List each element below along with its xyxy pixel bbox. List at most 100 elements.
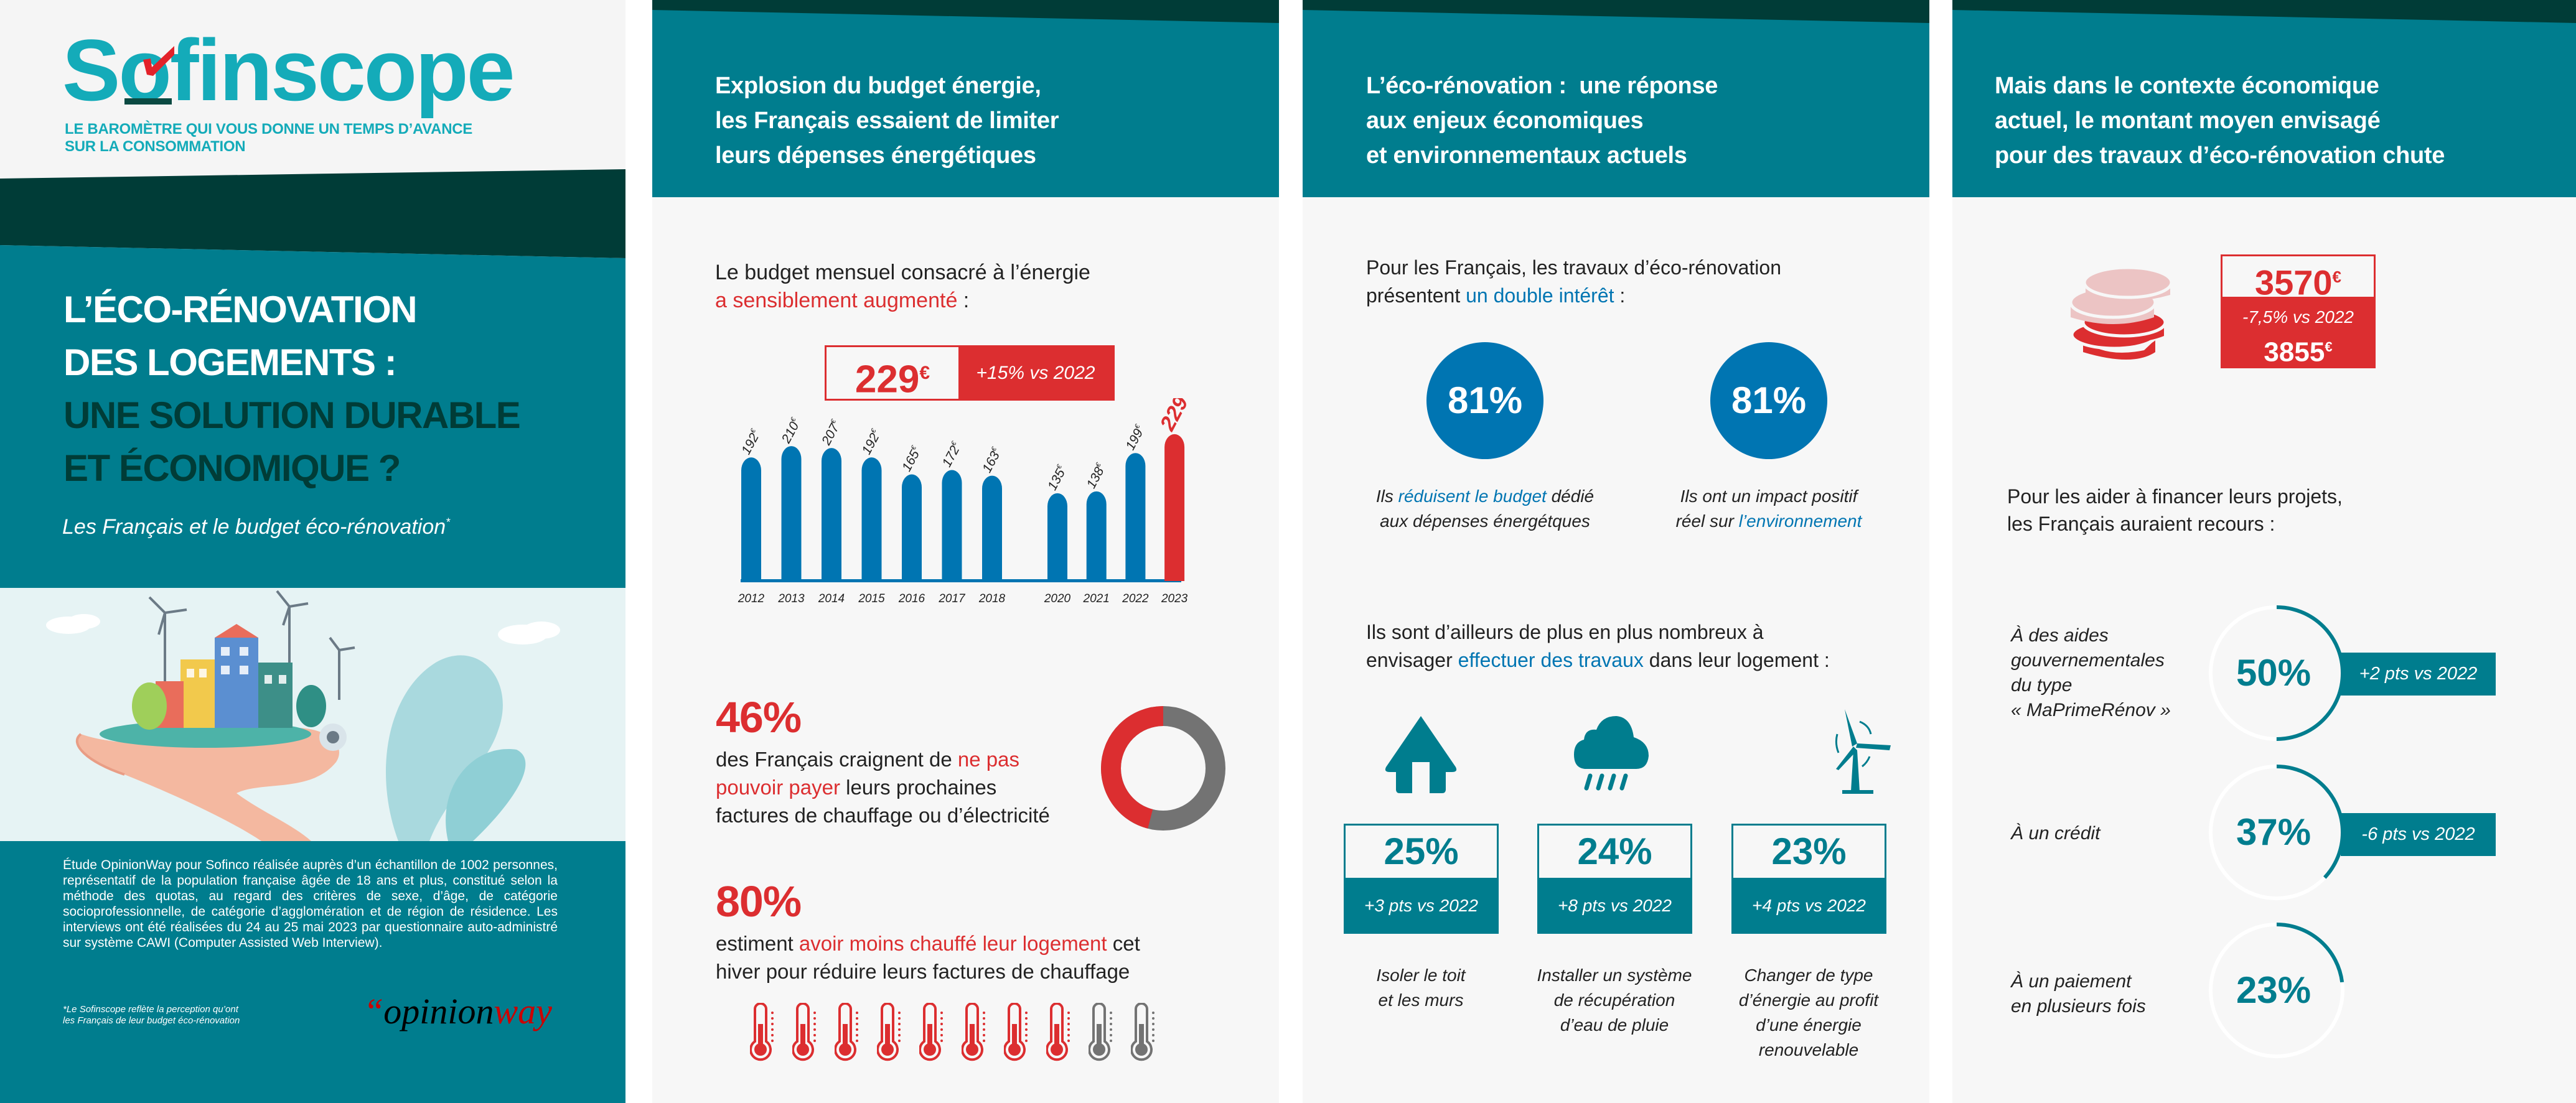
bar-2012 — [741, 457, 761, 581]
bar-value-label: 165€ — [899, 444, 924, 474]
stat-46-value: 46% — [716, 693, 802, 742]
bar-value-label: 172€ — [940, 440, 965, 470]
work-label-rainwater: Installer un système de récupération d’e… — [1537, 966, 1692, 1035]
work-label-insulation: Isoler le toit et les murs — [1376, 966, 1466, 1010]
budget-bar-chart: 2012 192€ 2013 210€ 2014 207€ 2015 192€ 2016 165€… — [738, 398, 1196, 605]
previous-amount-value: 3855 — [2264, 337, 2325, 368]
bar-2018 — [982, 475, 1002, 581]
x-tick-label: 2021 — [1083, 592, 1110, 605]
financing-intro: Pour les aider à financer leurs projets,… — [2007, 485, 2343, 535]
bar-value-label: 207€ — [819, 417, 845, 448]
x-tick-label: 2022 — [1122, 592, 1149, 605]
bar-value-label: 163€ — [980, 445, 1005, 475]
x-tick-label: 2013 — [777, 592, 805, 605]
cover-title: L’ÉCO-RÉNOVATION DES LOGEMENTS : UNE SOL… — [63, 289, 521, 489]
x-tick-label: 2023 — [1161, 592, 1188, 605]
stat-circle-environment: 81% — [1710, 342, 1827, 459]
renovation-amount-panel: Mais dans le contexte économique actuel,… — [1952, 0, 2576, 1103]
circle-caption-environment: Ils ont un impact positif réel sur l’env… — [1675, 486, 1862, 531]
stat-46-description: des Français craignent de ne pas pouvoir… — [716, 748, 1050, 827]
renovation-amount-box: 3570€ -7,5% vs 2022 3855€ — [2221, 254, 2376, 368]
bar-value-label: 138€ — [1084, 461, 1109, 491]
x-tick-label: 2017 — [938, 592, 966, 605]
thermometer-red-icon — [962, 1003, 985, 1061]
x-tick-label: 2016 — [898, 592, 925, 605]
work-stat-rainwater: 24% +8 pts vs 2022 — [1537, 824, 1692, 934]
logo-underline — [124, 98, 172, 105]
bar-value-label: 229€ — [1155, 398, 1196, 435]
bar-2013 — [781, 446, 802, 581]
double-interest-intro: Pour les Français, les travaux d’éco-rén… — [1366, 256, 1781, 307]
bar-2021 — [1086, 491, 1107, 581]
hand-holding-houses-illustration — [46, 590, 560, 841]
x-tick-label: 2020 — [1044, 592, 1071, 605]
eco-renovation-panel: L’éco-rénovation : une réponse aux enjeu… — [1303, 0, 1929, 1103]
thermometer-red-icon — [1046, 1003, 1070, 1061]
works-intro: Ils sont d’ailleurs de plus en plus nomb… — [1366, 621, 1830, 671]
bar-value-label: 199€ — [1123, 422, 1148, 452]
energy-budget-panel: Explosion du budget énergie, les Françai… — [652, 0, 1279, 1103]
stat-circle-budget: 81% — [1426, 342, 1543, 459]
logo-tagline: LE BAROMÈTRE QUI VOUS DONNE UN TEMPS D’A… — [65, 121, 472, 155]
thermometer-red-icon — [1004, 1003, 1028, 1061]
panel-header-background — [652, 0, 1279, 197]
bar-2015 — [861, 457, 882, 581]
bar-2023 — [1164, 434, 1185, 581]
financing-delta-credit: -6 pts vs 2022 — [2341, 813, 2496, 856]
work-stat-insulation: 25% +3 pts vs 2022 — [1344, 824, 1499, 934]
financing-label-government-aid: À des aides gouvernementales du type « M… — [2011, 625, 2171, 720]
bar-2016 — [902, 474, 922, 581]
headline-budget-value: 229 — [855, 358, 920, 401]
wind-turbine-icon — [1835, 709, 1891, 794]
work-stat-energy-type: 23% +4 pts vs 2022 — [1731, 824, 1886, 934]
panel-header-background — [1303, 0, 1929, 197]
bar-2014 — [822, 448, 841, 581]
panel-header-background — [1952, 0, 2576, 197]
bar-value-label: 135€ — [1045, 463, 1070, 493]
financing-value-installments: 23% — [2236, 969, 2311, 1011]
thermometer-gray-icon — [1089, 1003, 1112, 1061]
financing-value-credit: 37% — [2236, 811, 2311, 853]
headline-budget-box: 229€ +15% vs 2022 — [825, 345, 1115, 401]
thermometer-red-icon — [877, 1003, 901, 1061]
sofinscope-logo: Sofinscope — [62, 21, 515, 119]
bar-2022 — [1125, 453, 1146, 581]
budget-intro: Le budget mensuel consacré à l’énergie a… — [715, 261, 1090, 312]
bar-value-label: 210€ — [779, 416, 804, 446]
thermometer-gray-icon — [1131, 1003, 1155, 1061]
thermometer-red-icon — [792, 1003, 816, 1061]
bar-value-label: 192€ — [859, 427, 884, 457]
cover-subtitle: Les Français et le budget éco-rénovation… — [62, 515, 451, 539]
bar-2020 — [1047, 493, 1067, 581]
bar-2017 — [942, 470, 962, 581]
circle-caption-budget: Ils réduisent le budget dédié aux dépens… — [1375, 486, 1595, 531]
cover-panel: Sofinscope LE BAROMÈTRE QUI VOUS DONNE U… — [0, 0, 625, 1103]
panel-title: Explosion du budget énergie, les Françai… — [715, 73, 1059, 169]
headline-budget-delta: +15% vs 2022 — [976, 363, 1095, 383]
stat-46-donut — [1101, 706, 1225, 831]
coins-stack-icon — [2071, 266, 2173, 360]
financing-value-government-aid: 50% — [2236, 652, 2311, 694]
thermometer-red-icon — [835, 1003, 858, 1061]
financing-delta-government-aid: +2 pts vs 2022 — [2341, 653, 2496, 696]
cover-footnote: *Le Sofinscope reflète la perception qu’… — [63, 1004, 240, 1026]
x-tick-label: 2014 — [818, 592, 845, 605]
donut-highlight-segment — [1101, 706, 1225, 831]
panel-title: Mais dans le contexte économique actuel,… — [1995, 73, 2445, 169]
panel-title: L’éco-rénovation : une réponse aux enjeu… — [1366, 73, 1718, 169]
work-label-energy-type: Changer de type d’énergie au profit d’un… — [1738, 966, 1879, 1059]
stat-80-value: 80% — [716, 877, 802, 926]
x-tick-label: 2012 — [738, 592, 765, 605]
x-tick-label: 2015 — [858, 592, 885, 605]
financing-label-credit: À un crédit — [2011, 823, 2101, 844]
stat-80-description: estiment avoir moins chauffé leur logeme… — [716, 932, 1140, 983]
opinionway-logo: “opinionway — [363, 991, 552, 1031]
cloud-rain-icon — [1574, 716, 1649, 791]
logo-check-mark-icon — [143, 46, 174, 76]
thermometer-red-icon — [919, 1003, 943, 1061]
thermometer-row — [750, 1003, 1186, 1062]
thermometer-red-icon — [750, 1003, 774, 1061]
financing-label-installments: À un paiement en plusieurs fois — [2011, 971, 2146, 1017]
bar-value-label: 192€ — [739, 427, 764, 457]
current-amount-value: 3570 — [2254, 263, 2333, 302]
